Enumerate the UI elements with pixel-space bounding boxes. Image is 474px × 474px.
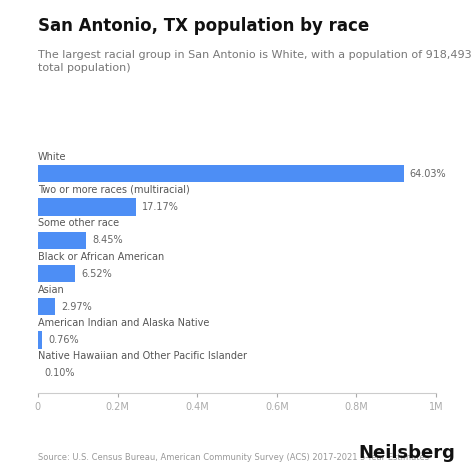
Text: 0.10%: 0.10%: [45, 368, 75, 378]
Text: White: White: [38, 152, 66, 162]
Text: Two or more races (multiracial): Two or more races (multiracial): [38, 185, 190, 195]
Text: 0.76%: 0.76%: [48, 335, 79, 345]
Bar: [38, 198, 136, 216]
Text: Black or African American: Black or African American: [38, 252, 164, 262]
Text: Some other race: Some other race: [38, 218, 119, 228]
Bar: [38, 265, 75, 282]
Text: 64.03%: 64.03%: [410, 169, 446, 179]
Bar: [38, 298, 55, 316]
Text: 6.52%: 6.52%: [81, 268, 112, 279]
Bar: [38, 165, 404, 182]
Text: 8.45%: 8.45%: [92, 235, 123, 245]
Bar: [38, 231, 86, 249]
Text: The largest racial group in San Antonio is White, with a population of 918,493 (: The largest racial group in San Antonio …: [38, 50, 474, 73]
Text: American Indian and Alaska Native: American Indian and Alaska Native: [38, 318, 210, 328]
Text: San Antonio, TX population by race: San Antonio, TX population by race: [38, 17, 369, 35]
Text: Native Hawaiian and Other Pacific Islander: Native Hawaiian and Other Pacific Island…: [38, 351, 247, 362]
Text: Source: U.S. Census Bureau, American Community Survey (ACS) 2017-2021 5-Year Est: Source: U.S. Census Bureau, American Com…: [38, 453, 429, 462]
Text: 2.97%: 2.97%: [61, 302, 91, 312]
Text: Asian: Asian: [38, 285, 64, 295]
Text: 17.17%: 17.17%: [142, 202, 179, 212]
Bar: [38, 331, 42, 349]
Text: Neilsberg: Neilsberg: [358, 444, 455, 462]
